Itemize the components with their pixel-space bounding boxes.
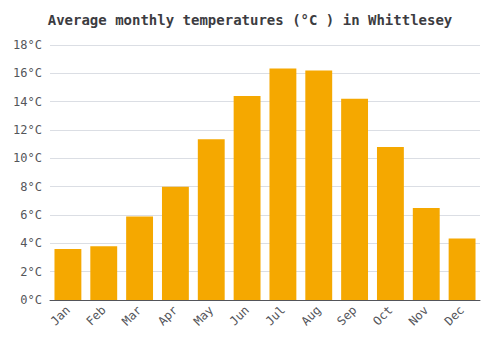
svg-text:14°C: 14°C — [13, 95, 42, 109]
svg-text:18°C: 18°C — [13, 38, 42, 52]
svg-text:Jul: Jul — [263, 303, 288, 328]
svg-text:Average monthly temperatures (: Average monthly temperatures (°C ) in Wh… — [48, 12, 453, 28]
svg-text:10°C: 10°C — [13, 151, 42, 165]
svg-text:Feb: Feb — [83, 303, 108, 328]
svg-text:Sep: Sep — [334, 303, 359, 328]
svg-text:Dec: Dec — [442, 303, 467, 328]
svg-text:6°C: 6°C — [20, 208, 42, 222]
svg-text:8°C: 8°C — [20, 180, 42, 194]
svg-text:Aug: Aug — [298, 303, 323, 328]
svg-text:Apr: Apr — [155, 303, 180, 328]
svg-text:Jun: Jun — [227, 303, 252, 328]
svg-text:Oct: Oct — [370, 303, 395, 328]
svg-text:Nov: Nov — [406, 303, 431, 328]
svg-text:4°C: 4°C — [20, 236, 42, 250]
svg-text:12°C: 12°C — [13, 123, 42, 137]
svg-text:May: May — [191, 303, 216, 328]
svg-text:16°C: 16°C — [13, 66, 42, 80]
svg-text:Mar: Mar — [119, 303, 144, 328]
svg-text:0°C: 0°C — [20, 293, 42, 307]
svg-text:2°C: 2°C — [20, 265, 42, 279]
svg-text:Jan: Jan — [48, 303, 73, 328]
